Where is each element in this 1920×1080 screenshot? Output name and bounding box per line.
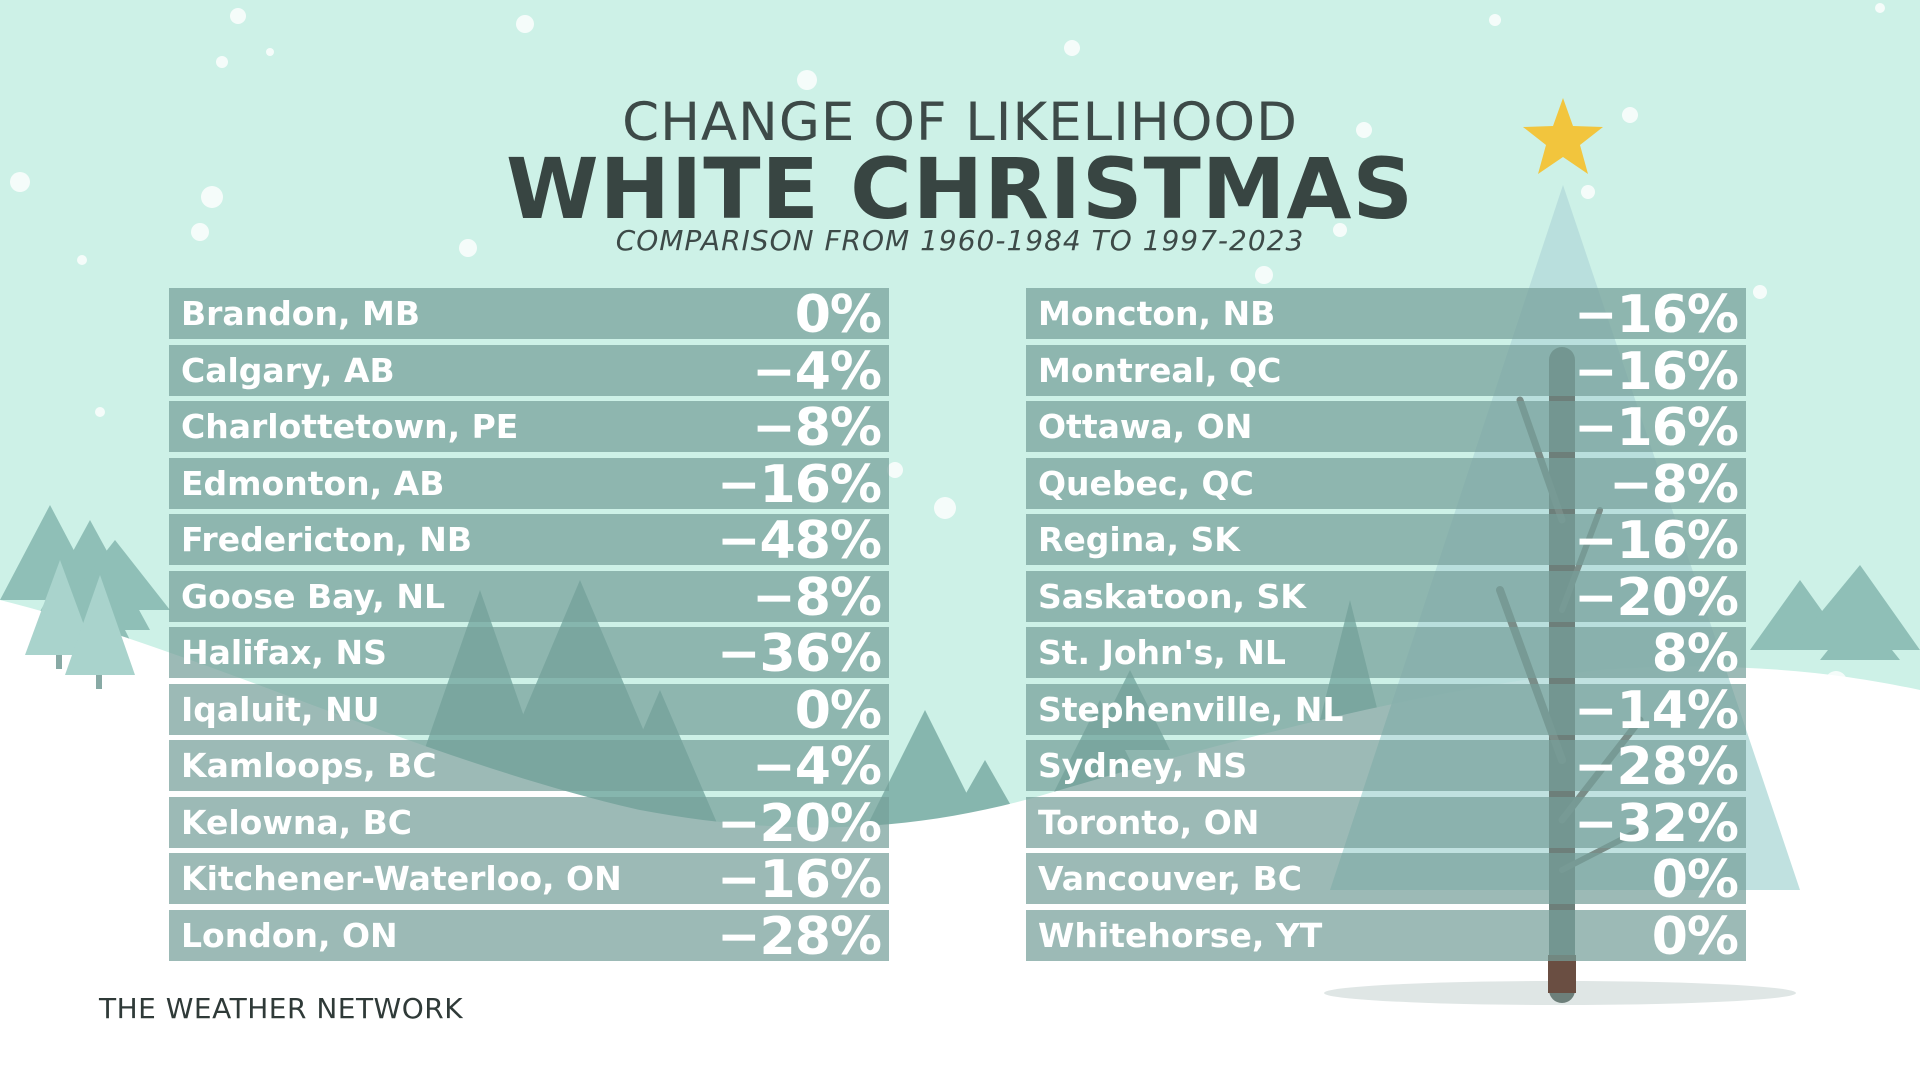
table-row: Quebec, QC −8% [1026,454,1746,515]
change-value: 0% [794,285,882,345]
table-row: Whitehorse, YT 0% [1026,906,1746,967]
city-label: Quebec, QC [1038,463,1254,503]
city-label: Whitehorse, YT [1038,915,1323,955]
city-label: Calgary, AB [181,350,395,390]
table-row: Brandon, MB 0% [169,285,889,345]
change-value: −8% [752,567,882,628]
table-row: Regina, SK −16% [1026,511,1746,571]
table-row: London, ON −28% [169,906,889,967]
change-value: −8% [752,398,882,458]
city-label: Toronto, ON [1038,802,1260,842]
change-value: 8% [1651,624,1739,684]
city-label: Goose Bay, NL [181,576,445,616]
city-label: Sydney, NS [1038,746,1248,785]
change-value: −8% [1609,454,1739,515]
city-label: Ottawa, ON [1038,407,1253,446]
change-value: 0% [1651,906,1739,967]
chart-title: WHITE CHRISTMAS [506,140,1414,238]
city-label: St. John's, NL [1038,633,1286,672]
change-value: −16% [1573,341,1739,402]
table-row: Edmonton, AB −16% [169,454,889,515]
city-label: Brandon, MB [181,294,420,333]
table-row: Moncton, NB −16% [1026,285,1746,345]
change-value: −4% [752,341,882,402]
city-label: London, ON [181,915,398,955]
city-label: Kitchener-Waterloo, ON [181,859,622,898]
city-label: Kamloops, BC [181,746,437,785]
change-value: −16% [1573,398,1739,458]
city-label: Montreal, QC [1038,350,1282,390]
brand-logo-text: THE WEATHER NETWORK [99,992,464,1025]
table-row: Stephenville, NL −14% [1026,680,1746,741]
change-value: 0% [794,680,882,741]
city-label: Moncton, NB [1038,294,1276,333]
city-label: Saskatoon, SK [1038,576,1306,616]
table-row: St. John's, NL 8% [1026,624,1746,684]
change-value: −28% [1573,737,1739,797]
table-row: Sydney, NS −28% [1026,737,1746,797]
tree-trunk [1548,955,1576,993]
table-row: Toronto, ON −32% [1026,793,1746,854]
table-row: Goose Bay, NL −8% [169,567,889,628]
light-trees-left [25,560,135,689]
change-value: −20% [1573,567,1739,628]
city-label: Kelowna, BC [181,802,412,842]
table-row: Vancouver, BC 0% [1026,850,1746,910]
city-label: Vancouver, BC [1038,859,1302,898]
snowflakes [10,3,1885,857]
change-value: −16% [1573,285,1739,345]
table-row: Kitchener-Waterloo, ON −16% [169,850,889,910]
table-row: Fredericton, NB −48% [169,511,889,571]
table-row: Saskatoon, SK −20% [1026,567,1746,628]
table-row: Ottawa, ON −16% [1026,398,1746,458]
change-value: −14% [1573,680,1739,741]
change-value: −16% [1573,511,1739,571]
change-value: −16% [716,850,882,910]
table-row: Kamloops, BC −4% [169,737,889,797]
change-value: −16% [716,454,882,515]
table-row: Charlottetown, PE −8% [169,398,889,458]
city-label: Halifax, NS [181,633,387,672]
city-label: Stephenville, NL [1038,689,1344,729]
chart-subtitle: COMPARISON FROM 1960-1984 TO 1997-2023 [615,224,1305,257]
change-value: −4% [752,737,882,797]
city-label: Charlottetown, PE [181,407,519,446]
city-label: Fredericton, NB [181,520,472,559]
city-label: Iqaluit, NU [181,689,380,729]
table-left-column: Brandon, MB 0% Calgary, AB −4% Charlottetown… [169,288,889,966]
city-label: Regina, SK [1038,520,1240,559]
distant-trees-right [1750,565,1920,660]
table-right-column: Moncton, NB −16% Montreal, QC −16% Ottawa, O… [1026,288,1746,966]
star-icon [1523,98,1603,174]
change-value: −48% [716,511,882,571]
change-value: 0% [1651,850,1739,910]
table-row: Iqaluit, NU 0% [169,680,889,741]
change-value: −32% [1573,793,1739,854]
chart-title-top: CHANGE OF LIKELIHOOD [622,92,1298,153]
table-row: Calgary, AB −4% [169,341,889,402]
table-row: Montreal, QC −16% [1026,341,1746,402]
change-value: −28% [716,906,882,967]
table-row: Halifax, NS −36% [169,624,889,684]
change-value: −36% [716,624,882,684]
table-row: Kelowna, BC −20% [169,793,889,854]
city-label: Edmonton, AB [181,463,445,503]
change-value: −20% [716,793,882,854]
